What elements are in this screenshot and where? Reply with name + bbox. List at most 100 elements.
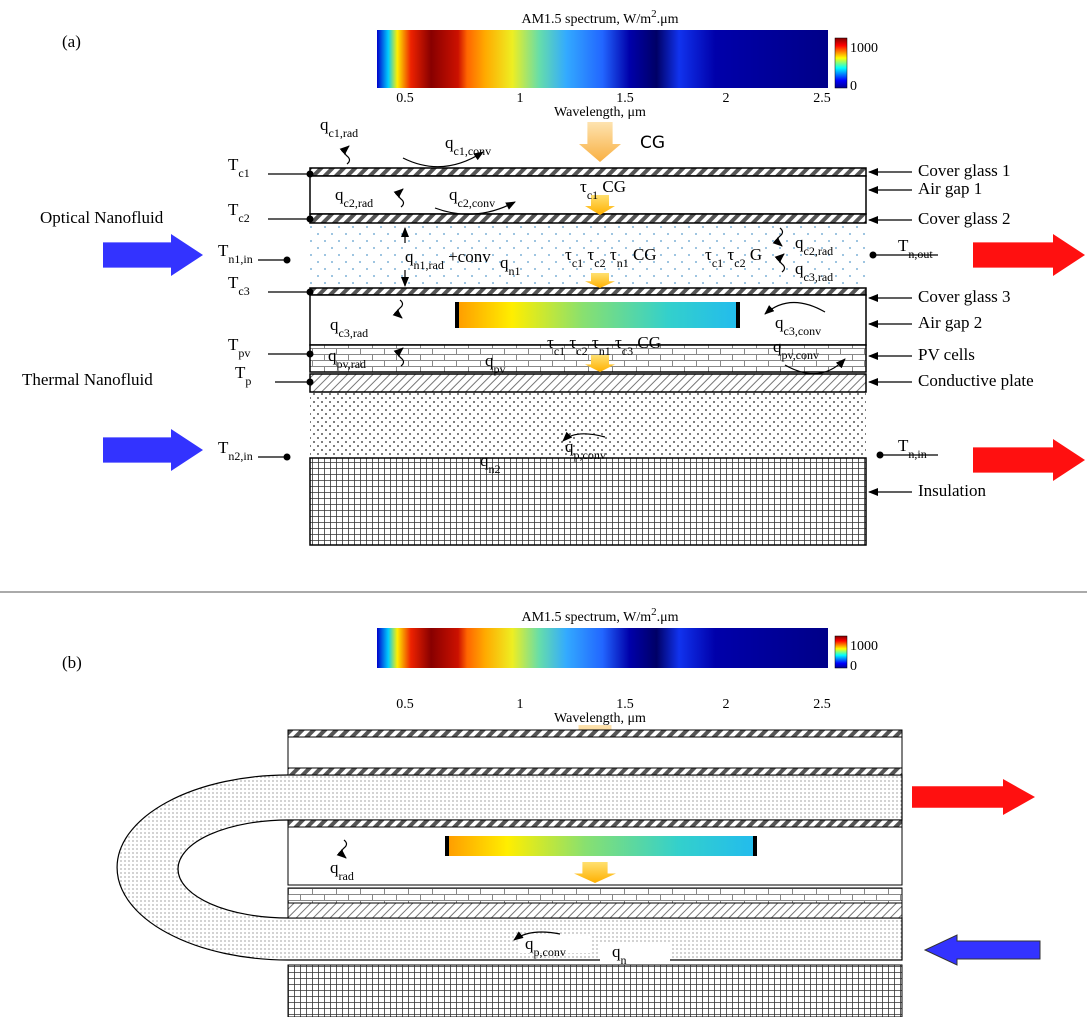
label-sub: pv,conv [782, 348, 820, 362]
label-sub: c1 [587, 188, 598, 202]
label-sub: n1,rad [414, 258, 444, 272]
colorbar-label: 0 [850, 79, 857, 94]
label-text: CG [598, 177, 626, 196]
label-sub: n1 [617, 256, 629, 270]
label-sub: c1,rad [329, 126, 359, 140]
spectrum-tick-label: 0.5 [396, 91, 414, 106]
label-sub: c2 [594, 256, 605, 270]
cover-glass [310, 168, 866, 176]
temperature-label: Tn1,in [218, 241, 253, 266]
colorbar-label: 1000 [850, 639, 878, 654]
spectrum-tick-label: 1.5 [616, 91, 634, 106]
label-sub: n,in [908, 447, 926, 461]
conductive-plate [310, 374, 866, 392]
label-sub: c1 [712, 256, 723, 270]
air-gap [288, 737, 902, 768]
layer-label: Air gap 1 [918, 179, 982, 198]
layer-label: PV cells [918, 345, 975, 364]
pv-absorption [455, 302, 740, 328]
colorbar-label: 1000 [850, 41, 878, 56]
spectrum-tick-label: 1 [517, 697, 524, 712]
label-text: T [235, 363, 246, 382]
label-sub: c2 [576, 344, 587, 358]
spectrum-tick-label: 1 [517, 91, 524, 106]
flow-arrow [103, 234, 203, 276]
cover-glass [288, 768, 902, 775]
label-text: T [228, 155, 239, 174]
label-text: CG [633, 333, 661, 352]
label-sub: pv,rad [337, 357, 367, 371]
flow-arrow [973, 234, 1085, 276]
label-sub: n2,in [228, 449, 252, 463]
label-text: AM1.5 spectrum, W/m [521, 610, 651, 625]
bar-edge [736, 302, 740, 328]
label-sub: c2 [238, 211, 249, 225]
label-sub: n1 [599, 344, 611, 358]
label-text: T [228, 335, 239, 354]
layer-label: Cover glass 2 [918, 209, 1011, 228]
spectrum-title: AM1.5 spectrum, W/m2.μm [521, 606, 678, 625]
spectrum-image [377, 628, 828, 668]
temperature-label: Tc3 [228, 273, 250, 298]
insulation [288, 965, 902, 1017]
node [307, 216, 314, 223]
label-text: τ [583, 245, 594, 264]
heat-flux-label: qc1,rad [320, 115, 358, 140]
layer-label: Cover glass 3 [918, 287, 1011, 306]
label-sub: c2,rad [804, 244, 834, 258]
layer-label: Insulation [918, 481, 986, 500]
temperature-label: Tc1 [228, 155, 250, 180]
label-sub: c2 [734, 256, 745, 270]
label-sub: pv [238, 346, 250, 360]
label-sub: p,conv [534, 945, 566, 959]
spectrum-tick-label: 0.5 [396, 697, 414, 712]
label-after: +conv [444, 247, 491, 266]
label-after: .μm [657, 610, 679, 625]
temperature-label: Tn2,in [218, 438, 253, 463]
panel-label: (a) [62, 32, 81, 51]
spectrum-tick-label: 1.5 [616, 697, 634, 712]
pv-absorption [445, 836, 757, 856]
colorbar-label: 0 [850, 659, 857, 674]
bar-edge [455, 302, 459, 328]
spectrum-title: AM1.5 spectrum, W/m2.μm [521, 8, 678, 27]
label-text: τ [611, 333, 622, 352]
label-sub: c1,conv [454, 144, 492, 158]
heat-flux-label: qc1,conv [445, 133, 491, 158]
node [284, 454, 291, 461]
label-text: T [218, 241, 229, 260]
spectrum-image [377, 30, 828, 88]
label-text: T [898, 236, 909, 255]
sun-arrow [579, 122, 621, 162]
label-background [600, 942, 670, 962]
fluid-label: Thermal Nanofluid [22, 370, 153, 389]
temperature-label: Tn,in [898, 436, 927, 461]
flow-arrow [103, 429, 203, 471]
spectrum-axis-label: Wavelength, μm [554, 711, 646, 726]
cover-glass [288, 730, 902, 737]
label-sub: n,out [908, 247, 933, 261]
layer-label: Cover glass 1 [918, 161, 1011, 180]
spectrum-tick-label: 2 [723, 91, 730, 106]
label-sub: c1 [238, 166, 249, 180]
fluid-label: Optical Nanofluid [40, 208, 164, 227]
label-sub: c3,rad [339, 326, 369, 340]
label-sub: n [621, 953, 627, 967]
spectrum-tick-label: 2.5 [813, 91, 831, 106]
label-sub: c3 [622, 344, 633, 358]
bar-edge [445, 836, 449, 856]
flow-arrow [973, 439, 1085, 481]
label-text: AM1.5 spectrum, W/m [521, 12, 651, 27]
cover-glass [288, 820, 902, 827]
label-sub: c2,conv [458, 196, 496, 210]
spectrum-axis-label: Wavelength, μm [554, 105, 646, 120]
label-text: G [746, 245, 763, 264]
label-sub: c2,rad [344, 196, 374, 210]
label-sub: c3,rad [804, 270, 834, 284]
label-text: T [228, 273, 239, 292]
label-sub: c3 [238, 284, 249, 298]
incident-label: CG [640, 133, 665, 153]
label-text: T [218, 438, 229, 457]
colorbar [835, 38, 847, 88]
spectrum-tick-label: 2.5 [813, 697, 831, 712]
